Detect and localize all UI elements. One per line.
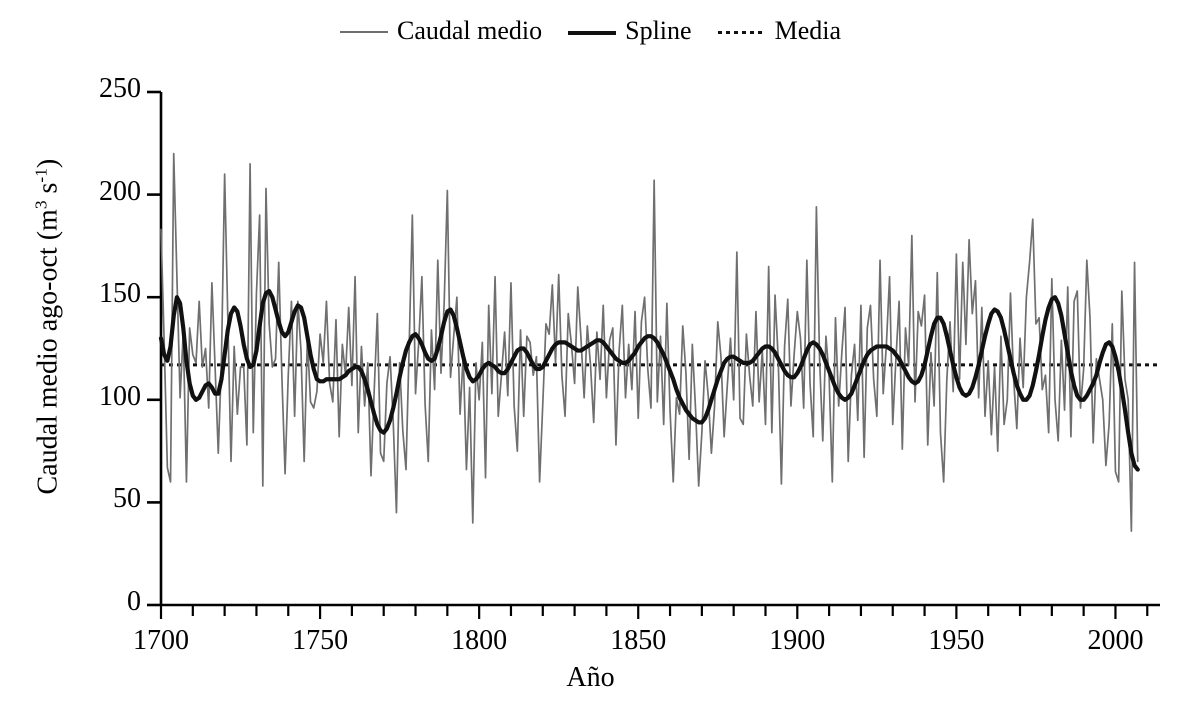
x-tick-label: 1700: [133, 625, 189, 656]
y-tick-label: 200: [99, 175, 141, 207]
x-tick-label: 1750: [292, 625, 349, 656]
y-tick-label: 50: [113, 483, 141, 515]
x-tick-label: 1900: [769, 625, 826, 656]
y-tick-label: 100: [99, 380, 141, 412]
series-spline: [158, 288, 1140, 472]
y-tick-label: 0: [127, 586, 141, 617]
x-tick-label: 2000: [1087, 625, 1144, 656]
x-axis-label: Año: [566, 662, 615, 693]
x-tick-label: 1800: [451, 625, 508, 656]
x-tick-label: 1950: [928, 625, 985, 656]
y-tick-label: 150: [99, 278, 141, 310]
y-tick-label: 250: [99, 73, 141, 104]
series-caudal-medio: [160, 152, 1139, 532]
x-tick-label: 1850: [610, 625, 667, 656]
